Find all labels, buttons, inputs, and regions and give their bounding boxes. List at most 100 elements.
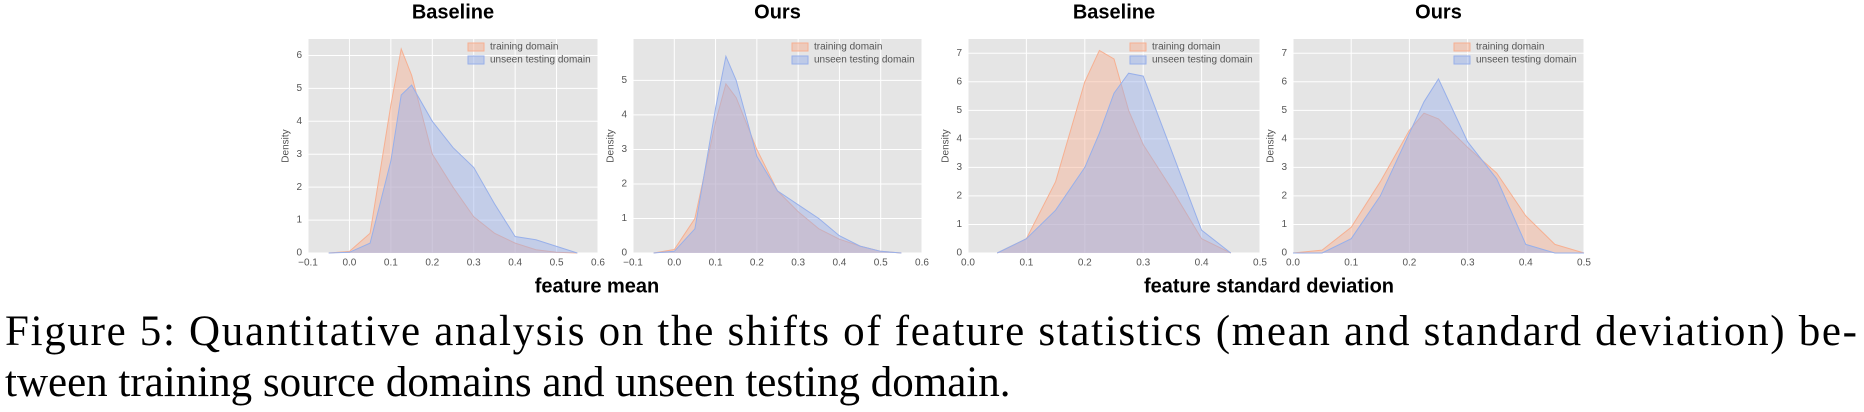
x-tick-label: 0.1 bbox=[384, 258, 398, 269]
density-curve bbox=[996, 49, 1232, 254]
y-tick-label: 6 bbox=[296, 50, 302, 61]
y-tick-label: 2 bbox=[296, 182, 302, 193]
group-label: feature mean bbox=[535, 275, 660, 297]
y-tick-label: 1 bbox=[621, 213, 627, 224]
x-tick-label: 0.0 bbox=[1286, 258, 1300, 269]
legend-swatch bbox=[467, 42, 485, 52]
y-axis-label: Density bbox=[606, 129, 617, 162]
legend-swatch bbox=[791, 42, 809, 52]
density-area bbox=[1293, 78, 1584, 254]
legend-swatch bbox=[1453, 55, 1471, 65]
x-tick-label: −0.1 bbox=[298, 258, 318, 269]
legend-label: training domain bbox=[814, 42, 882, 53]
x-tick-label: 0.3 bbox=[791, 258, 805, 269]
y-tick-label: 1 bbox=[956, 219, 962, 230]
y-tick-label: 5 bbox=[1281, 105, 1287, 116]
chart-title: Baseline bbox=[1073, 1, 1155, 23]
plot-background bbox=[968, 39, 1260, 253]
y-tick-label: 7 bbox=[956, 48, 962, 59]
y-tick-label: 5 bbox=[621, 75, 627, 86]
y-tick-label: 0 bbox=[296, 248, 302, 259]
x-tick-label: 0.0 bbox=[667, 258, 681, 269]
density-curve bbox=[328, 84, 578, 254]
density-area bbox=[653, 56, 902, 253]
legend-label: unseen testing domain bbox=[814, 55, 915, 66]
x-tick-label: 0.4 bbox=[832, 258, 846, 269]
density-area bbox=[653, 83, 902, 254]
x-tick-label: −0.1 bbox=[623, 258, 643, 269]
x-tick-label: 0.5 bbox=[874, 258, 888, 269]
group-label: feature standard deviation bbox=[1144, 275, 1394, 297]
y-tick-label: 0 bbox=[1281, 248, 1287, 259]
y-tick-label: 1 bbox=[1281, 219, 1287, 230]
x-tick-label: 0.5 bbox=[550, 258, 564, 269]
x-tick-label: 0.3 bbox=[467, 258, 481, 269]
x-tick-label: 0.3 bbox=[1461, 258, 1475, 269]
y-tick-label: 7 bbox=[1281, 48, 1287, 59]
legend-swatch bbox=[1129, 42, 1147, 52]
y-tick-label: 3 bbox=[621, 144, 627, 155]
x-tick-label: 0.0 bbox=[342, 258, 356, 269]
x-tick-label: 0.4 bbox=[1195, 258, 1209, 269]
legend-swatch bbox=[1129, 55, 1147, 65]
x-tick-label: 0.2 bbox=[750, 258, 764, 269]
caption-line: tween training source domains and unseen… bbox=[5, 359, 1010, 406]
legend-swatch bbox=[1453, 42, 1471, 52]
x-tick-label: 0.2 bbox=[1402, 258, 1416, 269]
y-tick-label: 2 bbox=[1281, 191, 1287, 202]
y-axis-label: Density bbox=[1266, 129, 1277, 162]
density-curve bbox=[653, 54, 902, 254]
y-tick-label: 0 bbox=[621, 248, 627, 259]
caption-line: Figure 5: Quantitative analysis on the s… bbox=[5, 308, 1857, 355]
y-tick-label: 6 bbox=[956, 76, 962, 87]
density-curve bbox=[996, 72, 1232, 254]
chart-title: Ours bbox=[1415, 1, 1462, 23]
x-tick-label: 0.1 bbox=[1019, 258, 1033, 269]
legend-swatch bbox=[467, 55, 485, 65]
x-tick-label: 0.0 bbox=[961, 258, 975, 269]
x-tick-label: 0.5 bbox=[1577, 258, 1591, 269]
x-tick-label: 0.4 bbox=[1519, 258, 1533, 269]
legend-swatch bbox=[791, 55, 809, 65]
plot-background bbox=[633, 39, 922, 253]
y-tick-label: 5 bbox=[296, 83, 302, 94]
x-tick-label: 0.1 bbox=[1344, 258, 1358, 269]
density-area bbox=[328, 85, 578, 253]
density-area bbox=[997, 73, 1231, 253]
x-tick-label: 0.1 bbox=[709, 258, 723, 269]
y-tick-label: 3 bbox=[956, 162, 962, 173]
legend-label: training domain bbox=[490, 42, 558, 53]
y-tick-label: 4 bbox=[621, 110, 627, 121]
y-axis-label: Density bbox=[281, 129, 292, 162]
y-tick-label: 0 bbox=[956, 248, 962, 259]
y-tick-label: 2 bbox=[621, 179, 627, 190]
x-tick-label: 0.3 bbox=[1136, 258, 1150, 269]
chart-title: Ours bbox=[754, 1, 801, 23]
legend-label: unseen testing domain bbox=[490, 55, 591, 66]
x-tick-label: 0.4 bbox=[508, 258, 522, 269]
y-tick-label: 4 bbox=[1281, 134, 1287, 145]
y-tick-label: 2 bbox=[956, 191, 962, 202]
plot-background bbox=[1293, 39, 1584, 253]
density-area bbox=[997, 50, 1231, 254]
y-tick-label: 3 bbox=[1281, 162, 1287, 173]
x-tick-label: 0.2 bbox=[1078, 258, 1092, 269]
x-tick-label: 0.2 bbox=[425, 258, 439, 269]
y-tick-label: 4 bbox=[296, 116, 302, 127]
x-tick-label: 0.6 bbox=[591, 258, 605, 269]
x-tick-label: 0.5 bbox=[1253, 258, 1267, 269]
y-tick-label: 4 bbox=[956, 134, 962, 145]
legend-label: unseen testing domain bbox=[1476, 55, 1577, 66]
legend-label: training domain bbox=[1152, 42, 1220, 53]
plot-background bbox=[308, 39, 598, 253]
y-tick-label: 3 bbox=[296, 149, 302, 160]
y-tick-label: 1 bbox=[296, 215, 302, 226]
y-tick-label: 5 bbox=[956, 105, 962, 116]
x-tick-label: 0.6 bbox=[915, 258, 929, 269]
density-area bbox=[328, 48, 578, 254]
density-curve bbox=[653, 82, 902, 254]
density-curve bbox=[1293, 77, 1584, 254]
legend-label: unseen testing domain bbox=[1152, 55, 1253, 66]
